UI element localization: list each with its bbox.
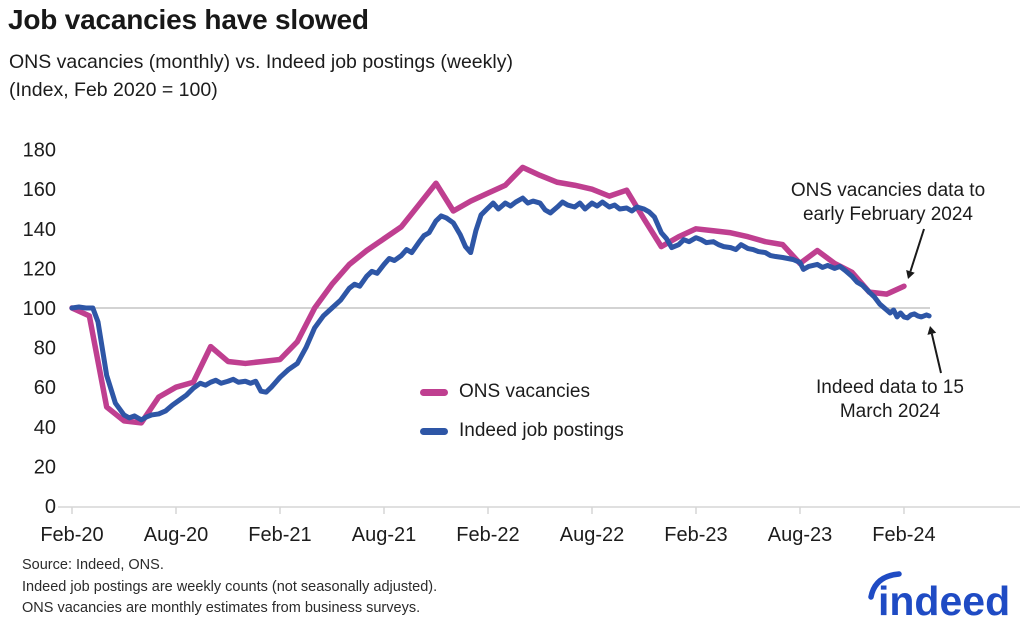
source-note: Source: Indeed, ONS. (22, 557, 164, 573)
svg-text:40: 40 (34, 417, 56, 439)
chart-index-note: (Index, Feb 2020 = 100) (9, 79, 218, 101)
legend-label-ons: ONS vacancies (459, 381, 590, 402)
svg-text:140: 140 (23, 219, 56, 241)
svg-text:Feb-21: Feb-21 (248, 524, 311, 546)
annotation-ons-data-vintage: ONS vacancies data to early February 202… (763, 179, 1013, 227)
svg-text:120: 120 (23, 258, 56, 280)
svg-text:Feb-24: Feb-24 (872, 524, 935, 546)
annotation-ons-line2: early February 2024 (802, 204, 974, 225)
svg-text:180: 180 (23, 140, 56, 162)
svg-text:Feb-23: Feb-23 (664, 524, 727, 546)
svg-text:100: 100 (23, 298, 56, 320)
annotation-indeed-data-vintage: Indeed data to 15 March 2024 (775, 376, 1005, 424)
svg-text:Aug-21: Aug-21 (352, 524, 417, 546)
indeed-logo: indeed (868, 571, 1010, 620)
svg-text:Aug-23: Aug-23 (768, 524, 833, 546)
chart-title: Job vacancies have slowed (8, 4, 369, 35)
svg-text:80: 80 (34, 338, 56, 360)
chart-subtitle: ONS vacancies (monthly) vs. Indeed job p… (9, 51, 513, 73)
svg-text:Aug-20: Aug-20 (144, 524, 209, 546)
legend-item-ons-vacancies: ONS vacancies (420, 381, 590, 403)
methodology-note-indeed: Indeed job postings are weekly counts (n… (22, 579, 438, 595)
svg-text:0: 0 (45, 496, 56, 518)
methodology-note-ons: ONS vacancies are monthly estimates from… (22, 600, 421, 616)
annotation-indeed-line1: Indeed data to 15 (816, 377, 964, 398)
indeed-logo-swoosh-icon (868, 571, 902, 600)
indeed-postings-line-swatch-icon (420, 427, 448, 435)
svg-text:20: 20 (34, 456, 56, 478)
svg-text:60: 60 (34, 377, 56, 399)
ons-vacancies-line-swatch-icon (420, 388, 448, 396)
indeed-logo-wordmark: indeed (878, 578, 1010, 620)
legend-item-indeed-postings: Indeed job postings (420, 420, 624, 442)
svg-text:Feb-22: Feb-22 (456, 524, 519, 546)
svg-text:Feb-20: Feb-20 (40, 524, 103, 546)
annotation-ons-line1: ONS vacancies data to (790, 180, 986, 201)
legend-label-indeed: Indeed job postings (459, 420, 624, 441)
annotation-indeed-line2: March 2024 (839, 401, 941, 422)
svg-text:160: 160 (23, 179, 56, 201)
svg-text:Aug-22: Aug-22 (560, 524, 625, 546)
